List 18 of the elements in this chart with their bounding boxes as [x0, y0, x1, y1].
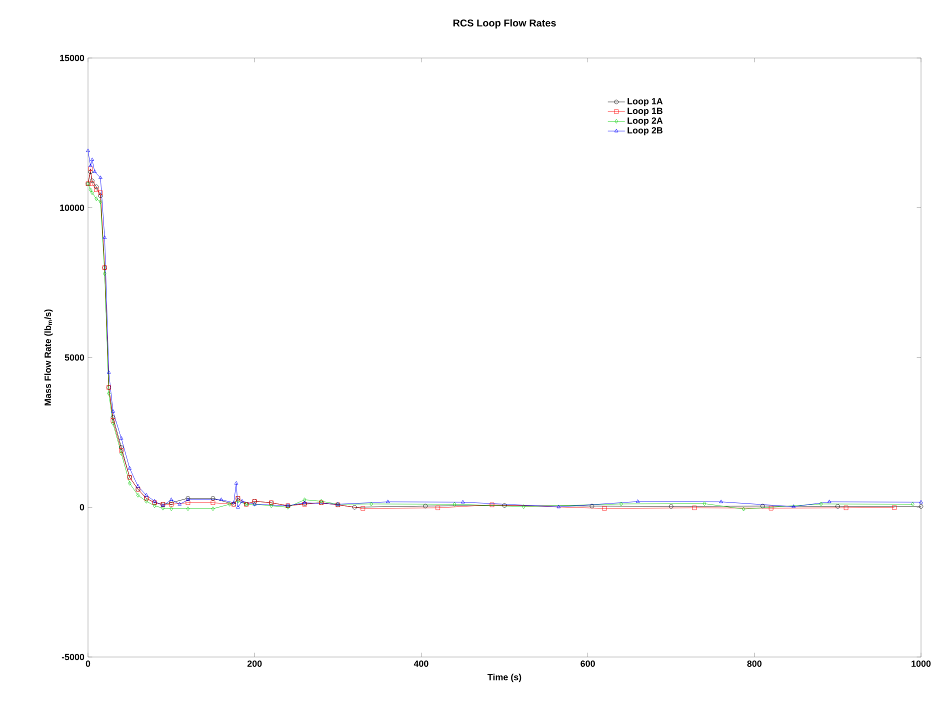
chart-title: RCS Loop Flow Rates	[453, 19, 556, 28]
legend-label: Loop 1B	[628, 108, 662, 116]
y-tick-label: 0	[80, 504, 84, 510]
y-tick-label: 10000	[60, 204, 84, 211]
legend-label: Loop 2A	[628, 117, 663, 126]
y-tick-label: -5000	[62, 654, 84, 660]
x-tick-label: 0	[86, 660, 90, 667]
legend-label: Loop 2B	[628, 127, 662, 136]
y-axis-title: Mass Flow Rate (lb$_{m}$/s)	[44, 309, 53, 406]
legend-label: Loop 1A	[628, 98, 663, 106]
y-tick-label: 15000	[60, 54, 84, 62]
x-tick-label: 400	[414, 660, 428, 667]
x-tick-label: 600	[580, 660, 595, 667]
x-tick-label: 800	[747, 660, 762, 667]
x-tick-label: 200	[247, 660, 262, 667]
y-tick-label: 5000	[64, 354, 84, 361]
x-axis-title: Time (s)	[487, 674, 522, 682]
x-tick-label: 1000	[912, 660, 931, 667]
